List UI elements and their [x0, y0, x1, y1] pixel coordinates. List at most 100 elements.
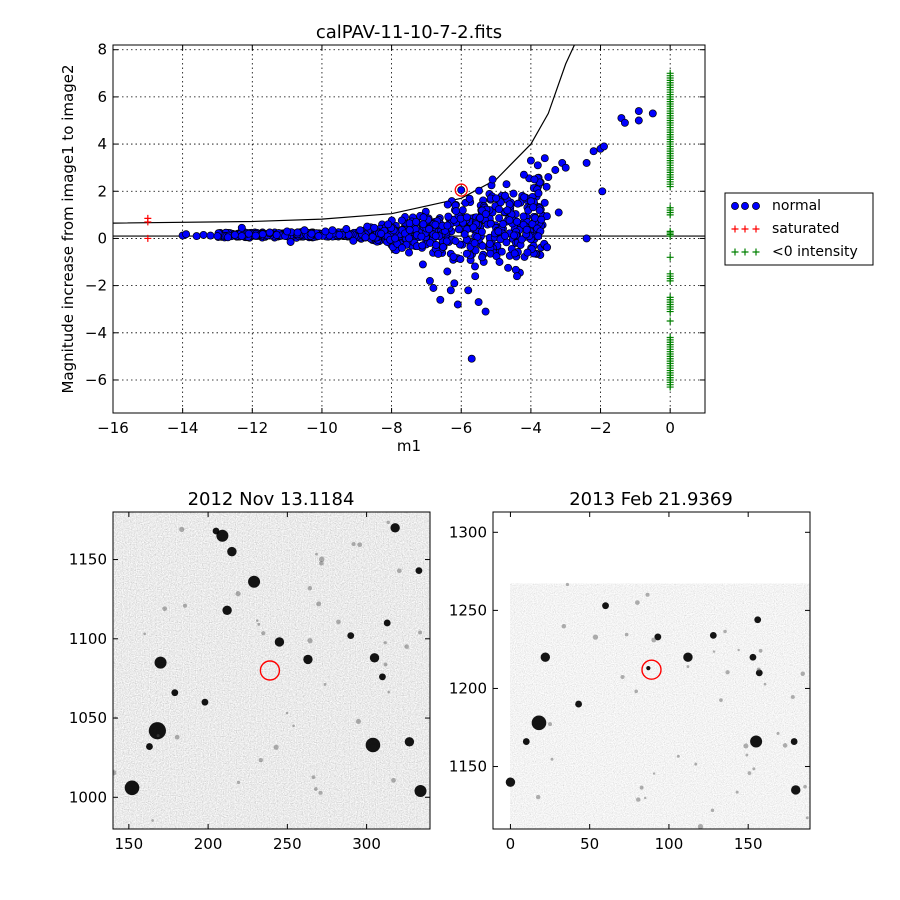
- faint-source: [676, 754, 680, 758]
- legend-marker-negative-intensity: [741, 248, 749, 256]
- point-normal: [361, 233, 370, 242]
- faint-source: [319, 556, 325, 562]
- legend-saturated: saturated: [772, 221, 840, 237]
- faint-source: [565, 582, 570, 587]
- point-normal: [561, 163, 570, 172]
- series-saturated: [144, 214, 152, 242]
- point-normal: [523, 248, 532, 257]
- legend-marker-saturated: [741, 225, 749, 233]
- point-normal: [481, 307, 490, 316]
- faint-source: [151, 819, 154, 822]
- point-normal: [540, 154, 549, 163]
- point-normal: [450, 279, 459, 288]
- point-normal: [405, 226, 414, 234]
- faint-source: [697, 823, 704, 829]
- legend-box: [724, 192, 874, 266]
- point-normal: [529, 203, 538, 212]
- faint-source: [645, 592, 650, 597]
- star: [709, 631, 717, 639]
- star: [146, 743, 153, 750]
- faint-source: [639, 785, 644, 790]
- point-normal: [537, 215, 546, 224]
- star: [274, 637, 285, 647]
- x-tick-label: −12: [236, 419, 268, 437]
- point-normal: [272, 230, 281, 239]
- star: [646, 666, 651, 671]
- faint-source: [307, 586, 313, 591]
- faint-source: [592, 634, 599, 640]
- faint-source: [651, 637, 657, 643]
- faint-source: [418, 630, 423, 635]
- point-normal: [478, 241, 487, 250]
- series-negative-intensity: [666, 69, 674, 391]
- point-normal: [425, 276, 434, 285]
- point-saturated: [144, 218, 152, 226]
- y-tick-label: 1200: [449, 679, 487, 697]
- point-normal: [492, 194, 501, 203]
- faint-source: [694, 762, 698, 766]
- target-circle-2012: [259, 660, 281, 681]
- legend-marker-normal: [731, 202, 739, 210]
- point-normal: [648, 109, 657, 118]
- point-normal: [449, 252, 458, 261]
- faint-source: [725, 670, 730, 675]
- point-normal: [501, 191, 510, 200]
- point-normal: [405, 219, 414, 228]
- star: [148, 722, 166, 740]
- point-normal: [431, 231, 440, 240]
- point-normal: [434, 249, 443, 258]
- point-normal: [258, 230, 267, 239]
- star: [248, 575, 261, 588]
- faint-source: [756, 667, 761, 672]
- faint-source: [355, 718, 361, 724]
- faint-source: [258, 758, 263, 763]
- point-negative-intensity: [666, 381, 674, 389]
- point-normal: [503, 206, 512, 215]
- star: [347, 632, 355, 640]
- point-normal: [192, 232, 201, 241]
- faint-source: [391, 777, 396, 783]
- point-normal: [307, 229, 316, 238]
- faint-source: [643, 796, 647, 800]
- point-normal: [542, 182, 551, 191]
- point-normal: [502, 180, 511, 189]
- scatter-panel: calPAV-11-10-7-2.fits −16 −14 −12 −10 −8 −6 −4…: [59, 22, 706, 455]
- legend-negative-intensity: <0 intensity: [772, 244, 858, 260]
- point-normal: [477, 227, 486, 236]
- point-normal: [513, 199, 522, 208]
- faint-source: [719, 698, 723, 702]
- point-normal: [634, 116, 643, 125]
- y-tick-label: −4: [85, 324, 107, 342]
- point-negative-intensity: [666, 275, 674, 283]
- point-normal: [419, 213, 428, 222]
- point-normal: [454, 225, 463, 234]
- star: [404, 737, 415, 747]
- faint-source: [763, 682, 767, 686]
- star: [227, 546, 237, 557]
- star: [575, 700, 582, 708]
- faint-source: [174, 734, 180, 740]
- point-normal: [199, 230, 208, 239]
- point-normal: [405, 248, 413, 257]
- faint-source: [143, 632, 146, 636]
- faint-source: [620, 674, 625, 680]
- faint-source: [790, 694, 795, 699]
- x-tick-label: 200: [194, 835, 223, 853]
- point-normal: [436, 295, 445, 304]
- faint-source: [113, 770, 117, 776]
- point-normal: [418, 260, 427, 269]
- star: [654, 633, 662, 641]
- point-normal: [522, 225, 531, 234]
- point-normal: [476, 213, 485, 222]
- point-normal: [265, 228, 274, 237]
- y-tick-label: 1150: [69, 551, 107, 569]
- point-normal: [519, 170, 528, 179]
- point-normal: [429, 284, 438, 292]
- faint-source: [383, 641, 387, 645]
- point-normal: [495, 258, 504, 266]
- point-normal: [206, 231, 215, 240]
- x-tick-label: −6: [450, 419, 472, 437]
- faint-source: [624, 632, 629, 637]
- point-normal: [598, 187, 607, 196]
- point-normal: [510, 231, 518, 240]
